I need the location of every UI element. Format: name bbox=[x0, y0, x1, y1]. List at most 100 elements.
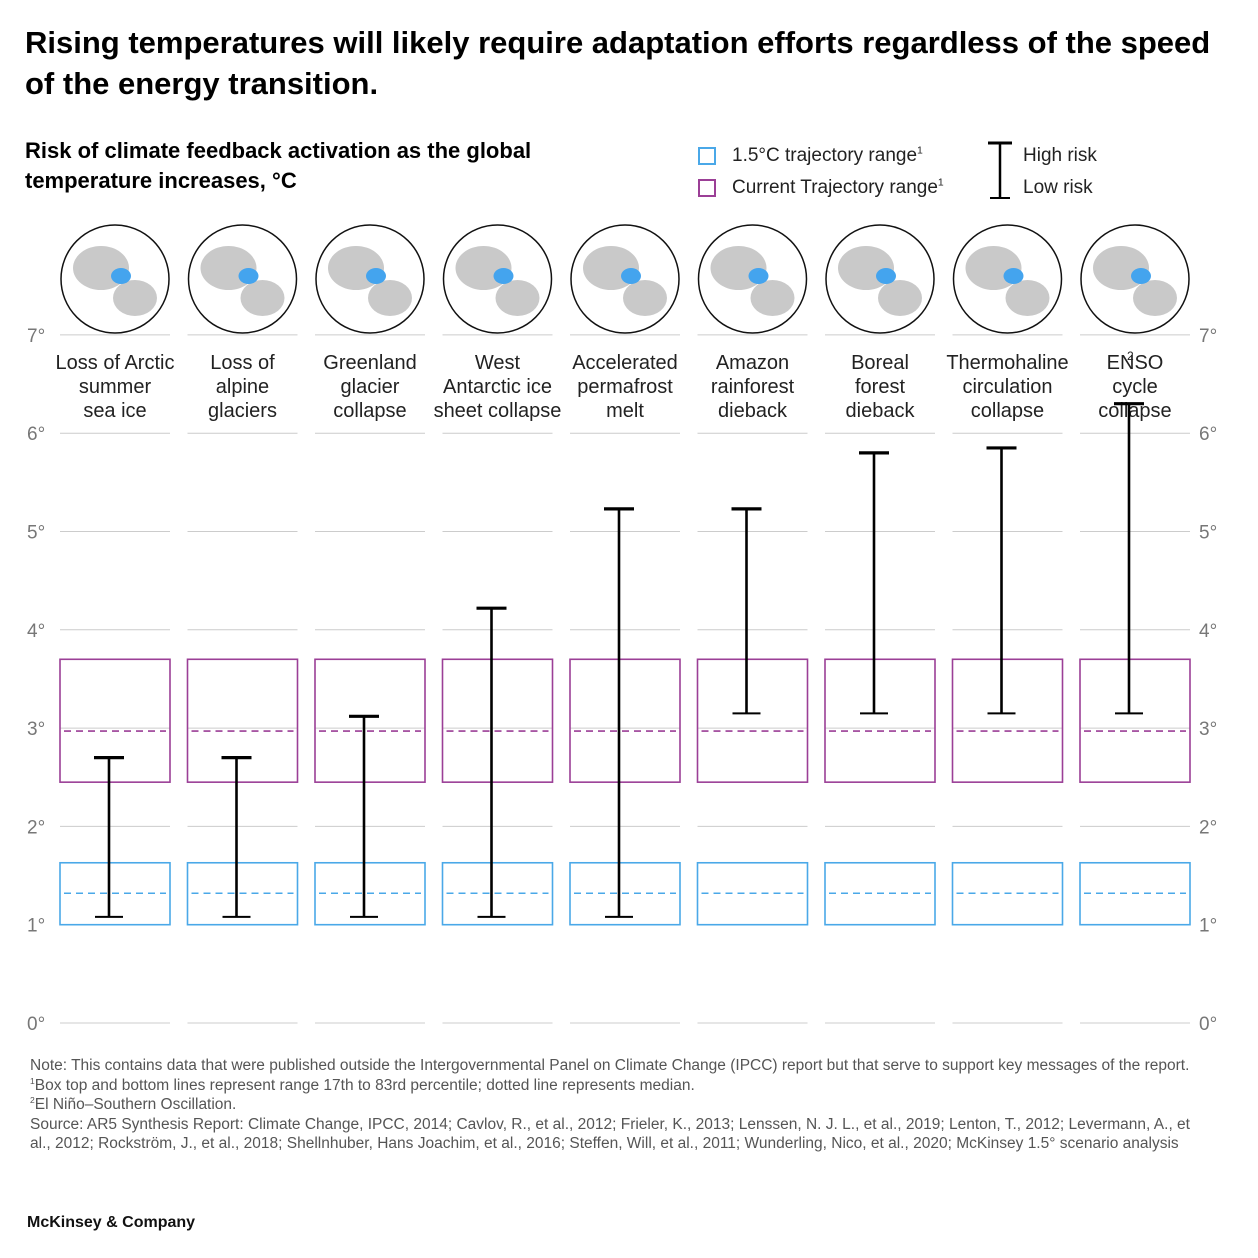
chart: 0° 0° 1° 1° 2° 2° 3° 3° 4° 4° 5° 5° 6° 6° 7° 7° Loss of … bbox=[27, 224, 1217, 1035]
globe-highlight bbox=[1003, 268, 1024, 284]
globe-land bbox=[878, 280, 922, 316]
globe-highlight bbox=[238, 268, 259, 284]
range-box-15 bbox=[696, 861, 809, 926]
footnote-2-text: El Niño–Southern Oscillation. bbox=[34, 1096, 237, 1113]
range-box-current bbox=[441, 658, 554, 783]
footnote-1-mark: 1 bbox=[30, 1075, 35, 1086]
range-box-current bbox=[314, 658, 426, 783]
legend-item-current: Current Trajectory range1 bbox=[698, 177, 978, 201]
category-label: alpine bbox=[216, 376, 269, 398]
category-label: collapse bbox=[333, 400, 406, 422]
category-label: Boreal bbox=[851, 352, 909, 374]
y-tick-label-left: 6° bbox=[27, 424, 45, 445]
category-label: dieback bbox=[718, 400, 788, 422]
category-label: sea ice bbox=[83, 400, 146, 422]
footnote-2: 2El Niño–Southern Oscillation. bbox=[30, 1095, 1210, 1115]
notes: Note: This contains data that were publi… bbox=[30, 1056, 1210, 1154]
y-tick-label-left: 2° bbox=[27, 817, 45, 838]
range-box-current bbox=[59, 658, 171, 783]
y-tick-label-right: 1° bbox=[1199, 916, 1217, 937]
chart-subtitle: Risk of climate feedback activation as t… bbox=[25, 138, 532, 193]
category-label: ENSO bbox=[1107, 352, 1164, 374]
page-title: Rising temperatures will likely require … bbox=[25, 25, 1211, 101]
category-label: Loss of bbox=[210, 352, 275, 374]
legend-sup-15: 1 bbox=[917, 145, 923, 157]
globe-land bbox=[113, 280, 157, 316]
globe-land bbox=[1005, 280, 1050, 316]
globe-land bbox=[623, 280, 667, 316]
range-box-15 bbox=[1079, 861, 1191, 926]
footnote-2-mark: 2 bbox=[30, 1094, 35, 1105]
category-label: cycle bbox=[1112, 376, 1158, 398]
category-label: glaciers bbox=[208, 400, 277, 422]
category-label: West bbox=[475, 352, 521, 374]
y-tick-label-right: 7° bbox=[1199, 326, 1217, 347]
category-label: rainforest bbox=[711, 376, 795, 398]
y-tick-label-left: 3° bbox=[27, 719, 45, 740]
legend-high-risk: High risk bbox=[1023, 145, 1097, 166]
category-label: Greenland bbox=[323, 352, 416, 374]
range-box-current bbox=[569, 658, 681, 783]
category-label: Loss of Arctic bbox=[56, 352, 175, 374]
globe-highlight bbox=[621, 268, 641, 284]
y-tick-label-right: 3° bbox=[1199, 719, 1217, 740]
legend-label-15: 1.5°C trajectory range bbox=[732, 145, 918, 166]
y-tick-label-left: 7° bbox=[27, 326, 45, 347]
range-box-current bbox=[1079, 658, 1191, 783]
globe-land bbox=[240, 280, 285, 316]
category-label: summer bbox=[79, 376, 152, 398]
category-label: collapse bbox=[1098, 400, 1171, 422]
category-label: glacier bbox=[341, 376, 400, 398]
globe-highlight bbox=[366, 268, 386, 284]
range-box-15 bbox=[569, 861, 681, 926]
legend-swatch-15 bbox=[698, 147, 716, 165]
legend-risk: High risk Low risk bbox=[985, 140, 1145, 204]
globe-land bbox=[750, 280, 795, 316]
category-label: Amazon bbox=[716, 352, 789, 374]
globe-highlight bbox=[876, 268, 896, 284]
y-tick-label-right: 0° bbox=[1199, 1014, 1217, 1035]
category-label: dieback bbox=[846, 400, 916, 422]
y-tick-label-right: 6° bbox=[1199, 424, 1217, 445]
range-box-15 bbox=[824, 861, 936, 926]
category-label: collapse bbox=[971, 400, 1044, 422]
category-label: permafrost bbox=[577, 376, 673, 398]
legend-low-risk: Low risk bbox=[1023, 177, 1093, 198]
legend-sup-current: 1 bbox=[937, 177, 944, 189]
note-text: Note: This contains data that were publi… bbox=[30, 1057, 1190, 1074]
source-text: Source: AR5 Synthesis Report: Climate Ch… bbox=[30, 1115, 1190, 1153]
category-label: Thermohaline bbox=[946, 352, 1068, 374]
y-tick-label-left: 0° bbox=[27, 1014, 45, 1035]
globe-land bbox=[495, 280, 540, 316]
y-tick-label-left: 1° bbox=[27, 916, 45, 937]
globe-highlight bbox=[1131, 268, 1151, 284]
range-box-current bbox=[186, 658, 299, 783]
range-box-current bbox=[824, 658, 936, 783]
globe-highlight bbox=[493, 268, 514, 284]
y-tick-label-left: 5° bbox=[27, 523, 45, 544]
category-label: sheet collapse bbox=[434, 400, 562, 422]
y-tick-label-left: 4° bbox=[27, 621, 45, 642]
globe-highlight bbox=[748, 268, 769, 284]
range-box-15 bbox=[59, 861, 171, 926]
range-box-current bbox=[696, 658, 809, 783]
enso-footnote-mark: 2 bbox=[1127, 349, 1134, 363]
category-label: circulation bbox=[962, 376, 1052, 398]
legend-item-15: 1.5°C trajectory range1 bbox=[698, 145, 978, 169]
category-label: Antarctic ice bbox=[443, 376, 552, 398]
risk-range-icon bbox=[988, 141, 1012, 199]
footnote-1-text: Box top and bottom lines represent range… bbox=[34, 1076, 695, 1094]
range-box-15 bbox=[441, 861, 554, 926]
range-box-15 bbox=[951, 861, 1064, 926]
footnote-1: 1Box top and bottom lines represent rang… bbox=[30, 1076, 1210, 1096]
category-label: Accelerated bbox=[572, 352, 678, 374]
range-box-15 bbox=[186, 861, 299, 926]
brand-logo-text: McKinsey & Company bbox=[27, 1214, 196, 1231]
legend-swatch-current bbox=[698, 179, 716, 197]
y-tick-label-right: 2° bbox=[1199, 817, 1217, 838]
range-box-15 bbox=[314, 861, 426, 926]
range-box-current bbox=[951, 658, 1064, 783]
globe-land bbox=[1133, 280, 1177, 316]
category-label: forest bbox=[855, 376, 905, 398]
y-tick-label-right: 4° bbox=[1199, 621, 1217, 642]
